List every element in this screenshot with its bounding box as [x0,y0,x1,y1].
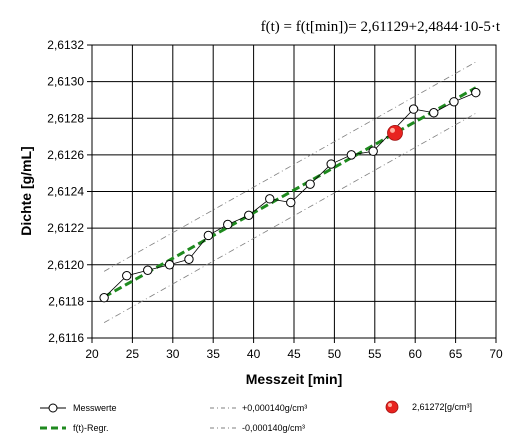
legend-item-regression: f(t)-Regr. [40,423,109,433]
legend-label-upper-band: +0,000140g/cm³ [242,403,307,413]
y-tick-label: 2,6116 [48,331,84,345]
legend-label-highlight: 2,61272[g/cm³] [412,402,472,412]
y-tick-label: 2,6122 [47,221,84,235]
x-tick-label: 30 [166,347,180,361]
data-point [449,97,459,107]
data-point [368,146,378,156]
legend-swatch-highlight-shine [388,403,392,407]
data-point [203,230,214,241]
x-tick-label: 50 [328,347,342,361]
data-point [408,104,419,114]
x-tick-label: 60 [409,347,423,361]
data-point [305,179,315,189]
legend-item-messwerte: Messwerte [40,403,117,413]
data-points [99,87,481,303]
x-tick-labels: 20 25 30 35 40 45 50 55 60 65 70 [85,347,503,361]
measurement-line [103,92,476,298]
x-tick-label: 25 [126,347,140,361]
y-tick-label: 2,6130 [47,75,84,89]
legend-label-messwerte: Messwerte [73,403,117,413]
legend-label-regression: f(t)-Regr. [73,423,109,433]
highlight-point-shine [390,127,395,133]
upper-band-line [103,61,476,272]
plot-frame [91,44,497,339]
data-point [223,219,233,230]
legend-swatch-highlight [385,400,399,414]
data-point [164,260,175,270]
data-point [471,87,481,98]
data-point [429,108,439,118]
legend-label-lower-band: -0,000140g/cm³ [242,423,305,433]
data-point [184,254,194,264]
x-tick-label: 40 [247,347,261,361]
highlight-point [387,124,403,141]
regression-line [103,86,477,299]
data-point [286,197,296,208]
data-point [265,194,275,204]
data-point [346,150,357,160]
band-lines [103,61,476,323]
x-tick-label: 35 [207,347,221,361]
data-point [99,293,109,303]
legend-item-highlight: 2,61272[g/cm³] [385,400,472,414]
y-tick-label: 2,6126 [47,148,84,162]
legend-item-upper-band: +0,000140g/cm³ [210,403,307,413]
data-point [143,265,153,275]
legend: Messwerte f(t)-Regr. +0,000140g/cm³ -0,0… [40,400,472,433]
chart-title: f(t) = f(t[min])= 2,61129+2,4844·10-5·t [261,19,501,35]
y-tick-label: 2,6132 [47,38,84,52]
data-point [326,159,336,169]
data-point [244,210,254,221]
y-tick-label: 2,6118 [48,294,84,308]
x-tick-label: 55 [368,347,382,361]
x-tick-label: 45 [287,347,301,361]
y-tick-labels: 2,6116 2,6118 2,6120 2,6122 2,6124 2,6126 2,61… [47,38,84,345]
legend-item-lower-band: -0,000140g/cm³ [210,423,305,433]
lower-band-line [103,112,476,323]
data-point [122,271,132,281]
y-axis-title: Dichte [g/mL] [18,146,34,235]
x-tick-label: 70 [489,347,503,361]
regression-line-group [103,86,477,299]
x-tick-label: 20 [85,347,99,361]
x-tick-label: 65 [449,347,463,361]
y-tick-label: 2,6124 [47,185,84,199]
grid [87,44,497,343]
highlight-point-group [387,124,403,141]
legend-swatch-messwerte-marker [48,403,58,413]
y-tick-label: 2,6128 [47,111,84,125]
y-tick-label: 2,6120 [47,258,84,272]
x-axis-title: Messzeit [min] [246,371,342,387]
